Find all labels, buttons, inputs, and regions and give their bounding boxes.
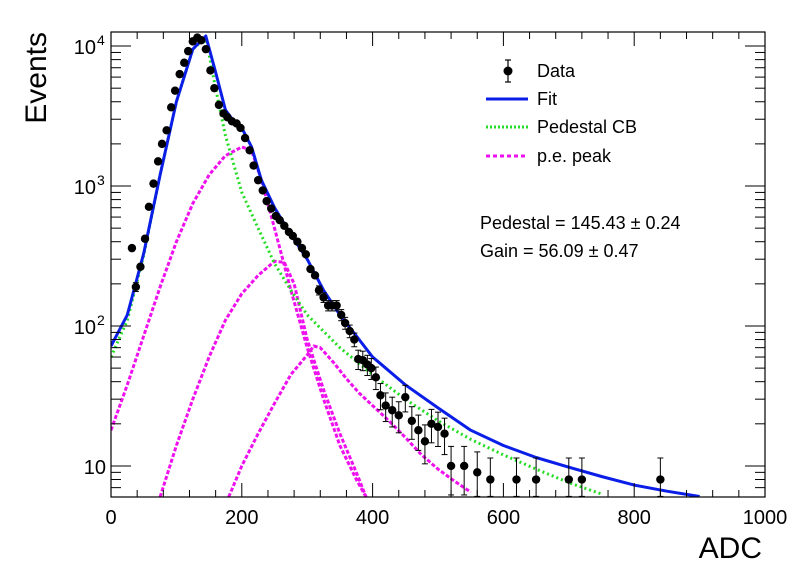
data-point xyxy=(153,157,163,166)
data-point xyxy=(656,475,665,484)
x-axis-title: ADC xyxy=(699,532,762,565)
data-point xyxy=(407,416,417,426)
data-point xyxy=(280,221,289,230)
data-point xyxy=(210,83,219,93)
data-point xyxy=(149,179,158,188)
data-point xyxy=(433,422,443,432)
y-tick-label: 10 xyxy=(74,37,96,59)
data-point xyxy=(170,86,180,95)
pe-peak-3-curve xyxy=(227,344,472,497)
data-point xyxy=(376,391,385,400)
data-point xyxy=(301,250,311,259)
legend-label-fit: Fit xyxy=(537,89,557,109)
legend-label-pe-peak: p.e. peak xyxy=(537,146,612,166)
data-point xyxy=(340,318,350,328)
data-point xyxy=(157,139,167,149)
data-point xyxy=(564,475,573,484)
data-point xyxy=(253,176,263,185)
data-point xyxy=(319,293,328,302)
data-point xyxy=(310,271,320,280)
data-point xyxy=(473,468,482,477)
data-point xyxy=(531,475,541,484)
data-point xyxy=(206,66,215,75)
data-point xyxy=(459,461,469,471)
data-point xyxy=(127,243,137,253)
pedestal-result: Pedestal = 145.43 ± 0.24 xyxy=(480,213,681,233)
data-point xyxy=(166,103,176,112)
x-tick-label: 600 xyxy=(487,507,520,529)
data-point xyxy=(258,186,267,195)
legend-label-pedestal: Pedestal CB xyxy=(537,117,637,137)
data-point xyxy=(332,301,341,310)
data-point xyxy=(245,146,254,155)
x-tick-label: 200 xyxy=(225,507,258,529)
legend-label-data: Data xyxy=(537,61,576,81)
data-point xyxy=(180,58,189,67)
x-tick-label: 800 xyxy=(618,507,651,529)
data-point xyxy=(394,411,403,420)
data-point xyxy=(214,100,224,110)
data-point xyxy=(512,475,521,484)
data-point xyxy=(486,475,495,484)
data-point xyxy=(240,133,250,143)
data-point xyxy=(183,46,193,56)
x-tick-label: 0 xyxy=(105,507,116,529)
data-point xyxy=(420,437,430,446)
data-point xyxy=(381,401,390,410)
y-tick-label-exponent: 3 xyxy=(97,172,105,188)
data-point xyxy=(401,392,410,402)
data-point xyxy=(345,326,354,336)
fit-results-box: Pedestal = 145.43 ± 0.24 Gain = 56.09 ± … xyxy=(480,213,681,261)
x-tick-label: 400 xyxy=(356,507,389,529)
plot-frame xyxy=(110,31,766,498)
gain-result: Gain = 56.09 ± 0.47 xyxy=(480,241,639,261)
data-point xyxy=(297,243,307,253)
data-point xyxy=(288,231,298,241)
y-tick-label: 10 xyxy=(74,177,96,199)
legend-data-marker xyxy=(503,66,513,76)
x-axis: 0 200 400 600 800 1000 xyxy=(105,32,787,529)
pe-peak-1-curve xyxy=(111,145,368,497)
data-point xyxy=(131,282,141,292)
data-point xyxy=(414,426,423,435)
data-point xyxy=(144,202,154,212)
data-point xyxy=(136,262,145,271)
data-point xyxy=(367,363,376,373)
data-point xyxy=(350,335,359,344)
legend: Data Fit Pedestal CB p.e. peak xyxy=(486,59,637,166)
data-point xyxy=(440,429,449,438)
data-point xyxy=(162,126,171,135)
data-point xyxy=(249,161,258,170)
x-tick-label: 1000 xyxy=(743,507,788,529)
y-axis-title: Events xyxy=(20,32,53,124)
data-points-layer xyxy=(127,33,665,497)
data-point xyxy=(371,373,381,382)
data-point xyxy=(427,419,436,429)
y-tick-label: 10 xyxy=(74,317,96,339)
data-point xyxy=(275,215,284,225)
data-point xyxy=(577,475,587,484)
y-tick-label-exponent: 4 xyxy=(97,32,105,48)
data-point xyxy=(175,69,184,79)
data-point xyxy=(293,237,302,246)
y-tick-label-exponent: 2 xyxy=(97,312,105,328)
data-point xyxy=(388,406,397,415)
data-point xyxy=(140,234,150,243)
data-point xyxy=(197,36,206,45)
data-point xyxy=(306,264,315,274)
data-point xyxy=(201,44,211,54)
data-point xyxy=(262,196,271,206)
data-point xyxy=(236,123,245,133)
y-tick-label: 10 xyxy=(84,457,106,479)
data-point xyxy=(267,204,276,213)
data-point xyxy=(446,461,456,471)
